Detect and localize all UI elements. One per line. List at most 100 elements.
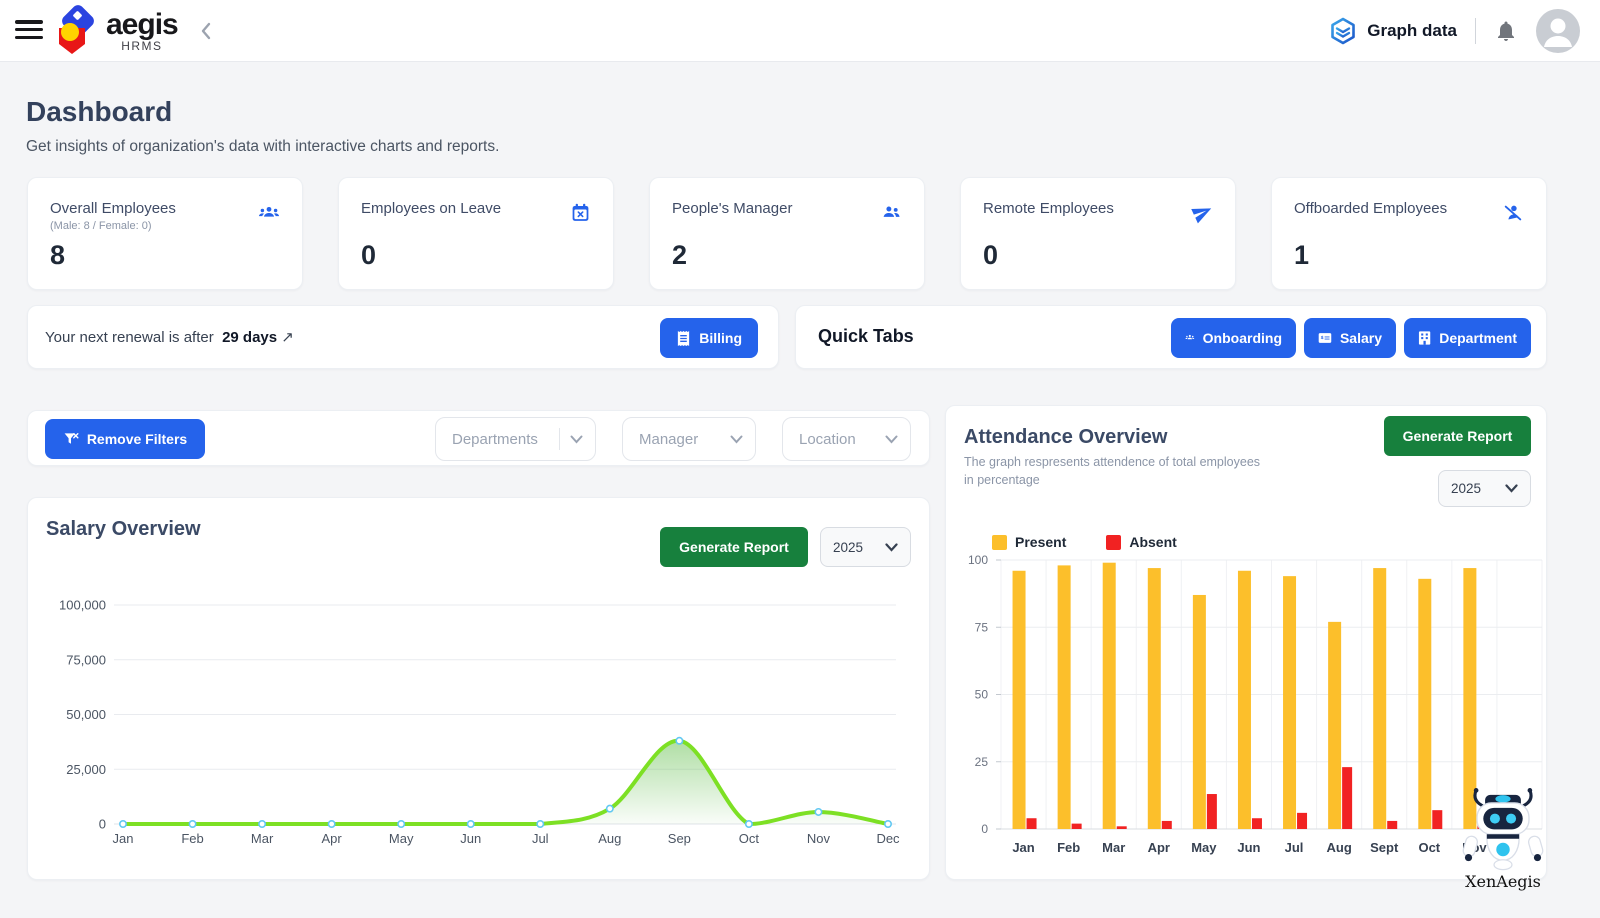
brand-name: aegis xyxy=(106,7,179,41)
svg-text:Jan: Jan xyxy=(113,831,134,846)
chevron-down-icon xyxy=(1505,484,1518,493)
salary-generate-report-button[interactable]: Generate Report xyxy=(660,527,808,567)
stat-value: 1 xyxy=(1294,240,1310,270)
svg-text:50,000: 50,000 xyxy=(66,707,106,722)
stat-label: Remote Employees xyxy=(983,200,1114,217)
svg-text:$: $ xyxy=(1321,335,1324,341)
svg-text:Aug: Aug xyxy=(1326,840,1351,855)
brand-subtitle: HRMS xyxy=(121,38,163,53)
salary-button[interactable]: $ Salary xyxy=(1304,318,1396,358)
person-off-icon xyxy=(1502,202,1524,229)
svg-text:0: 0 xyxy=(981,822,988,836)
notifications-icon[interactable] xyxy=(1494,19,1518,43)
svg-text:Sept: Sept xyxy=(1370,840,1399,855)
svg-text:Apr: Apr xyxy=(322,831,343,846)
dropdown-divider xyxy=(559,428,560,450)
chevron-down-icon xyxy=(570,435,583,443)
quick-tabs-title: Quick Tabs xyxy=(818,326,914,346)
chevron-down-icon xyxy=(730,435,743,443)
present-swatch xyxy=(992,534,1007,550)
location-dropdown[interactable]: Location xyxy=(782,417,911,461)
attendance-bar-chart[interactable]: 0 25 50 75 100 Jan Feb Mar Apr May Jun Jul Aug Sept Oc… xyxy=(946,406,1548,881)
renewal-days: 29 days xyxy=(222,329,278,346)
receipt-icon xyxy=(678,330,690,346)
calendar-x-icon xyxy=(570,202,591,228)
manager-dropdown[interactable]: Manager xyxy=(622,417,756,461)
send-icon xyxy=(1191,202,1213,228)
svg-text:0: 0 xyxy=(99,817,106,832)
svg-text:Dec: Dec xyxy=(876,831,900,846)
stat-label: Overall Employees xyxy=(50,200,176,217)
legend-item-present: Present xyxy=(992,534,1066,550)
stat-card-offboarded-employees[interactable]: Offboarded Employees 1 xyxy=(1271,177,1547,290)
chatbot-mascot[interactable]: XenAegis xyxy=(1460,785,1546,891)
departments-dropdown[interactable]: Departments xyxy=(435,417,596,461)
brand-logo[interactable]: aegis HRMS xyxy=(48,4,179,58)
attendance-overview-panel: Attendance Overview The graph respresent… xyxy=(945,405,1548,891)
sidebar-collapse-icon[interactable] xyxy=(200,21,212,47)
attendance-year-select[interactable]: 2025 xyxy=(1438,470,1531,507)
page-subtitle: Get insights of organization's data with… xyxy=(26,138,500,155)
quick-tabs-panel: Quick Tabs Onboarding $ Salary Departmen… xyxy=(795,305,1547,369)
attendance-generate-report-button[interactable]: Generate Report xyxy=(1384,416,1531,456)
page-title: Dashboard xyxy=(26,96,173,127)
filter-bar: Remove Filters Departments Manager Locat… xyxy=(27,410,930,466)
attendance-legend: Present Absent xyxy=(992,534,1177,550)
legend-item-absent: Absent xyxy=(1106,534,1177,550)
salary-line-chart[interactable]: 0 25,000 50,000 75,000 100,000 Jan Feb Mar Apr Ma… xyxy=(28,498,931,881)
svg-text:Mar: Mar xyxy=(251,831,274,846)
svg-text:May: May xyxy=(389,831,414,846)
svg-text:Sep: Sep xyxy=(668,831,691,846)
department-button[interactable]: Department xyxy=(1404,318,1531,358)
svg-text:Nov: Nov xyxy=(807,831,831,846)
chevron-down-icon xyxy=(885,542,898,552)
stat-card-overall-employees[interactable]: Overall Employees (Male: 8 / Female: 0) … xyxy=(27,177,303,290)
stat-value: 8 xyxy=(50,240,66,270)
user-avatar[interactable] xyxy=(1536,9,1580,53)
graph-data-button[interactable]: Graph data xyxy=(1329,17,1457,45)
salary-card-icon: $ xyxy=(1318,333,1332,343)
svg-text:Jan: Jan xyxy=(1012,840,1034,855)
attendance-panel-title: Attendance Overview xyxy=(964,426,1168,448)
svg-text:Mar: Mar xyxy=(1102,840,1125,855)
svg-text:50: 50 xyxy=(975,688,989,702)
graph-data-label: Graph data xyxy=(1367,21,1457,40)
header-divider xyxy=(1475,18,1476,44)
stat-card-peoples-manager[interactable]: People's Manager 2 xyxy=(649,177,925,290)
svg-text:Oct: Oct xyxy=(739,831,760,846)
stat-value: 2 xyxy=(672,240,688,270)
top-bar: aegis HRMS Graph data xyxy=(0,0,1600,62)
stat-card-remote-employees[interactable]: Remote Employees 0 xyxy=(960,177,1236,290)
svg-text:100,000: 100,000 xyxy=(59,598,106,613)
svg-text:Aug: Aug xyxy=(598,831,621,846)
salary-overview-panel: Salary Overview Generate Report 2025 0 25… xyxy=(27,497,930,880)
stat-sublabel: (Male: 8 / Female: 0) xyxy=(50,220,152,232)
billing-button[interactable]: Billing xyxy=(660,318,758,358)
svg-text:25: 25 xyxy=(975,755,989,769)
svg-text:Feb: Feb xyxy=(181,831,203,846)
salary-panel-title: Salary Overview xyxy=(46,518,201,540)
svg-text:Jul: Jul xyxy=(532,831,549,846)
onboarding-button[interactable]: Onboarding xyxy=(1171,318,1296,358)
stat-label: Offboarded Employees xyxy=(1294,200,1448,217)
graph-data-icon xyxy=(1331,17,1356,45)
robot-icon xyxy=(1462,788,1544,871)
svg-text:Jun: Jun xyxy=(460,831,481,846)
menu-icon[interactable] xyxy=(15,20,43,42)
attendance-panel-subtitle: The graph respresents attendence of tota… xyxy=(964,455,1261,487)
svg-text:75,000: 75,000 xyxy=(66,652,106,667)
absent-swatch xyxy=(1106,534,1122,550)
aegis-logo-icon xyxy=(59,5,94,54)
stat-card-employees-on-leave[interactable]: Employees on Leave 0 xyxy=(338,177,614,290)
salary-year-select[interactable]: 2025 xyxy=(820,527,911,567)
svg-text:Oct: Oct xyxy=(1418,840,1440,855)
remove-filters-button[interactable]: Remove Filters xyxy=(45,419,205,459)
mascot-label: XenAegis xyxy=(1465,872,1541,891)
svg-text:Feb: Feb xyxy=(1057,840,1080,855)
people-group-icon xyxy=(1185,334,1195,340)
svg-text:Apr: Apr xyxy=(1148,840,1170,855)
svg-text:25,000: 25,000 xyxy=(66,762,106,777)
stat-label: Employees on Leave xyxy=(361,200,502,217)
stat-value: 0 xyxy=(361,240,377,270)
people-group-icon xyxy=(258,202,280,229)
